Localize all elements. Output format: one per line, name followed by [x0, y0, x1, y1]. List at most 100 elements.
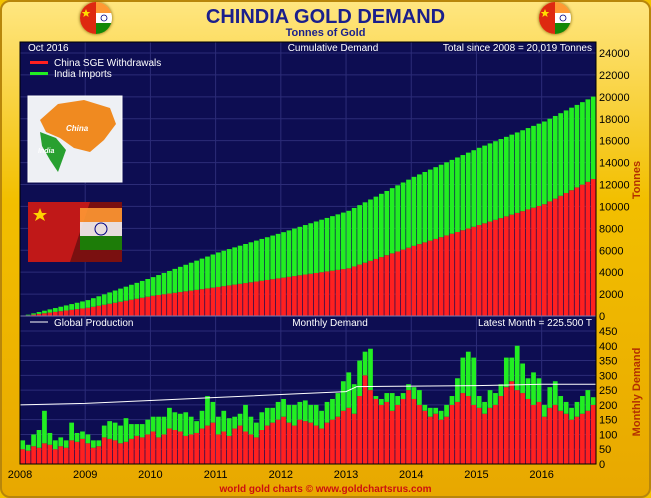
bar-china-monthly [63, 447, 69, 464]
bar-china-monthly [476, 407, 482, 464]
legend-china: China SGE Withdrawals [54, 58, 161, 69]
bar-china-monthly [498, 396, 504, 464]
bar-china-monthly [362, 375, 368, 464]
y-axis-label-monthly: Monthly Demand [631, 348, 643, 437]
bar-india-monthly [205, 396, 210, 426]
bar-india-monthly [590, 397, 596, 405]
bar-china-cumulative [395, 251, 401, 316]
bar-china-monthly [406, 390, 411, 464]
x-tick-label: 2016 [529, 469, 553, 481]
bar-india-monthly [210, 401, 216, 423]
bar-china-cumulative [254, 281, 259, 316]
bar-china-monthly [232, 428, 238, 464]
bar-china-cumulative [509, 214, 515, 316]
bar-india-cumulative [58, 306, 64, 312]
bar-india-cumulative [134, 282, 140, 299]
bar-china-cumulative [107, 303, 113, 316]
bar-china-monthly [167, 428, 172, 464]
bar-india-monthly [199, 410, 205, 429]
bar-india-monthly [112, 422, 118, 441]
y-tick-label: 0 [599, 311, 605, 323]
bar-china-cumulative [259, 280, 265, 316]
bar-india-cumulative [281, 232, 286, 278]
x-tick-label: 2009 [73, 469, 97, 481]
bar-china-monthly [237, 425, 243, 464]
bar-china-cumulative [297, 275, 303, 316]
bar-china-cumulative [330, 270, 335, 316]
bar-china-monthly [145, 434, 151, 464]
bar-india-cumulative [520, 130, 526, 212]
x-tick-label: 2014 [399, 469, 423, 481]
bar-china-monthly [90, 447, 96, 464]
bar-india-cumulative [129, 284, 134, 300]
bar-india-monthly [221, 410, 227, 432]
legend-swatch-china [30, 61, 48, 64]
bar-india-cumulative [324, 217, 330, 272]
bar-china-cumulative [237, 283, 243, 316]
bar-india-cumulative [188, 262, 194, 291]
bar-india-monthly [373, 396, 379, 399]
bar-india-cumulative [319, 219, 324, 273]
bar-india-monthly [340, 381, 346, 411]
bar-china-monthly [422, 410, 428, 464]
bar-india-monthly [254, 422, 259, 438]
bar-india-monthly [69, 422, 74, 441]
bar-india-cumulative [194, 260, 199, 290]
bar-india-monthly [580, 396, 585, 414]
bar-china-monthly [183, 435, 189, 464]
bar-india-monthly [395, 396, 401, 405]
bar-india-cumulative [531, 125, 536, 208]
bar-india-monthly [270, 407, 276, 423]
bar-china-monthly [74, 441, 80, 464]
bar-india-cumulative [335, 214, 341, 270]
bar-india-cumulative [313, 221, 319, 273]
bar-china-monthly [297, 419, 303, 464]
bar-china-cumulative [552, 198, 558, 316]
bar-india-cumulative [330, 216, 335, 271]
bar-india-monthly [487, 390, 493, 408]
bar-china-monthly [346, 407, 352, 464]
bar-india-cumulative [36, 312, 42, 314]
bar-india-monthly [25, 444, 31, 451]
bar-india-cumulative [150, 277, 156, 296]
bar-india-cumulative [183, 264, 189, 292]
bar-china-monthly [411, 398, 417, 464]
bar-china-cumulative [221, 286, 227, 316]
bar-india-cumulative [292, 228, 297, 277]
bar-china-monthly [368, 390, 373, 464]
x-tick-label: 2015 [464, 469, 488, 481]
bar-china-monthly [80, 438, 85, 464]
bar-china-cumulative [520, 211, 526, 316]
bar-india-cumulative [547, 118, 553, 202]
bar-india-cumulative [585, 99, 591, 182]
bar-india-monthly [286, 404, 292, 423]
bar-india-cumulative [357, 205, 362, 265]
bar-india-cumulative [96, 296, 102, 306]
bar-india-monthly [58, 437, 64, 447]
bar-india-cumulative [156, 275, 161, 295]
bar-india-monthly [460, 357, 466, 394]
bar-india-cumulative [498, 139, 504, 219]
bar-china-monthly [536, 401, 542, 464]
bar-india-monthly [36, 430, 42, 448]
bar-china-cumulative [226, 285, 232, 316]
bar-china-monthly [172, 430, 178, 464]
bar-china-monthly [292, 425, 297, 464]
bar-india-monthly [52, 440, 58, 450]
bar-india-cumulative [270, 235, 276, 280]
bar-china-cumulative [433, 238, 439, 316]
y-tick-label: 16000 [599, 136, 630, 148]
bar-india-monthly [319, 410, 324, 429]
bar-china-cumulative [373, 258, 379, 316]
bar-india-cumulative [302, 225, 308, 275]
bar-india-monthly [161, 416, 167, 435]
bar-india-monthly [248, 416, 254, 435]
bar-india-monthly [525, 378, 531, 399]
bar-china-monthly [275, 419, 281, 464]
bar-china-monthly [313, 425, 319, 464]
bar-china-cumulative [243, 283, 248, 316]
bar-india-monthly [237, 413, 243, 426]
y-tick-label: 450 [599, 326, 617, 338]
bar-china-monthly [340, 410, 346, 464]
bar-india-cumulative [74, 302, 80, 310]
